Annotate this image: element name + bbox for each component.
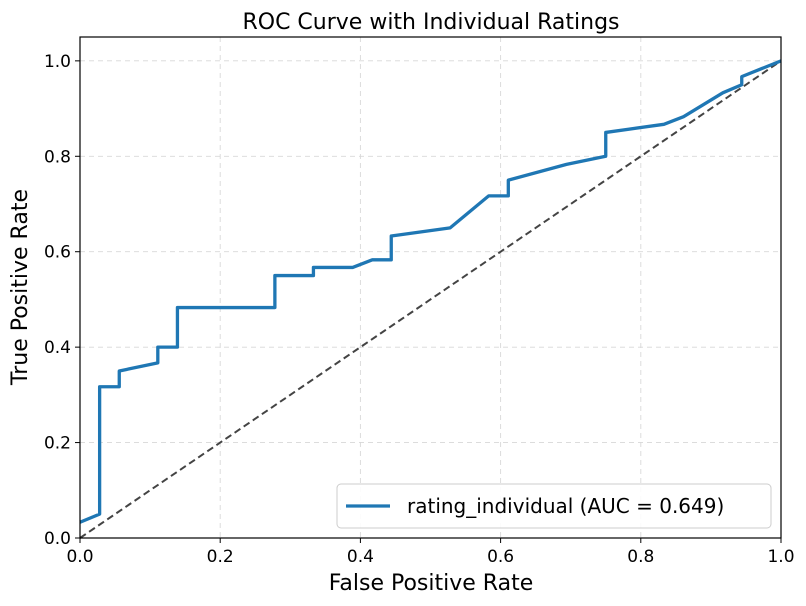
x-axis-ticks: 0.0 0.2 0.4 0.6 0.8 1.0 (66, 538, 795, 567)
y-tick-label: 1.0 (44, 52, 71, 72)
y-tick-label: 0.2 (44, 434, 71, 454)
x-tick-label: 1.0 (767, 547, 794, 567)
legend-box (336, 483, 772, 529)
x-tick-label: 0.0 (66, 547, 93, 567)
x-tick-label: 0.2 (207, 547, 234, 567)
chart-title: ROC Curve with Individual Ratings (242, 10, 619, 35)
x-tick-label: 0.4 (347, 547, 374, 567)
x-axis-label: False Positive Rate (329, 571, 533, 596)
roc-series-line (79, 59, 782, 524)
y-tick-label: 0.6 (44, 243, 71, 263)
y-tick-label: 0.8 (44, 147, 71, 167)
x-tick-label: 0.8 (627, 547, 654, 567)
legend: rating_individual (AUC = 0.649) (336, 483, 772, 529)
plot-frame (79, 36, 782, 539)
legend-label: rating_individual (AUC = 0.649) (407, 494, 724, 518)
y-tick-label: 0.0 (44, 529, 71, 549)
x-tick-label: 0.6 (487, 547, 514, 567)
y-axis-ticks: 0.0 0.2 0.4 0.6 0.8 1.0 (44, 52, 80, 549)
y-axis-label: True Positive Rate (8, 189, 33, 386)
chance-reference-line (79, 60, 782, 539)
y-tick-label: 0.4 (44, 338, 71, 358)
grid (79, 37, 782, 539)
